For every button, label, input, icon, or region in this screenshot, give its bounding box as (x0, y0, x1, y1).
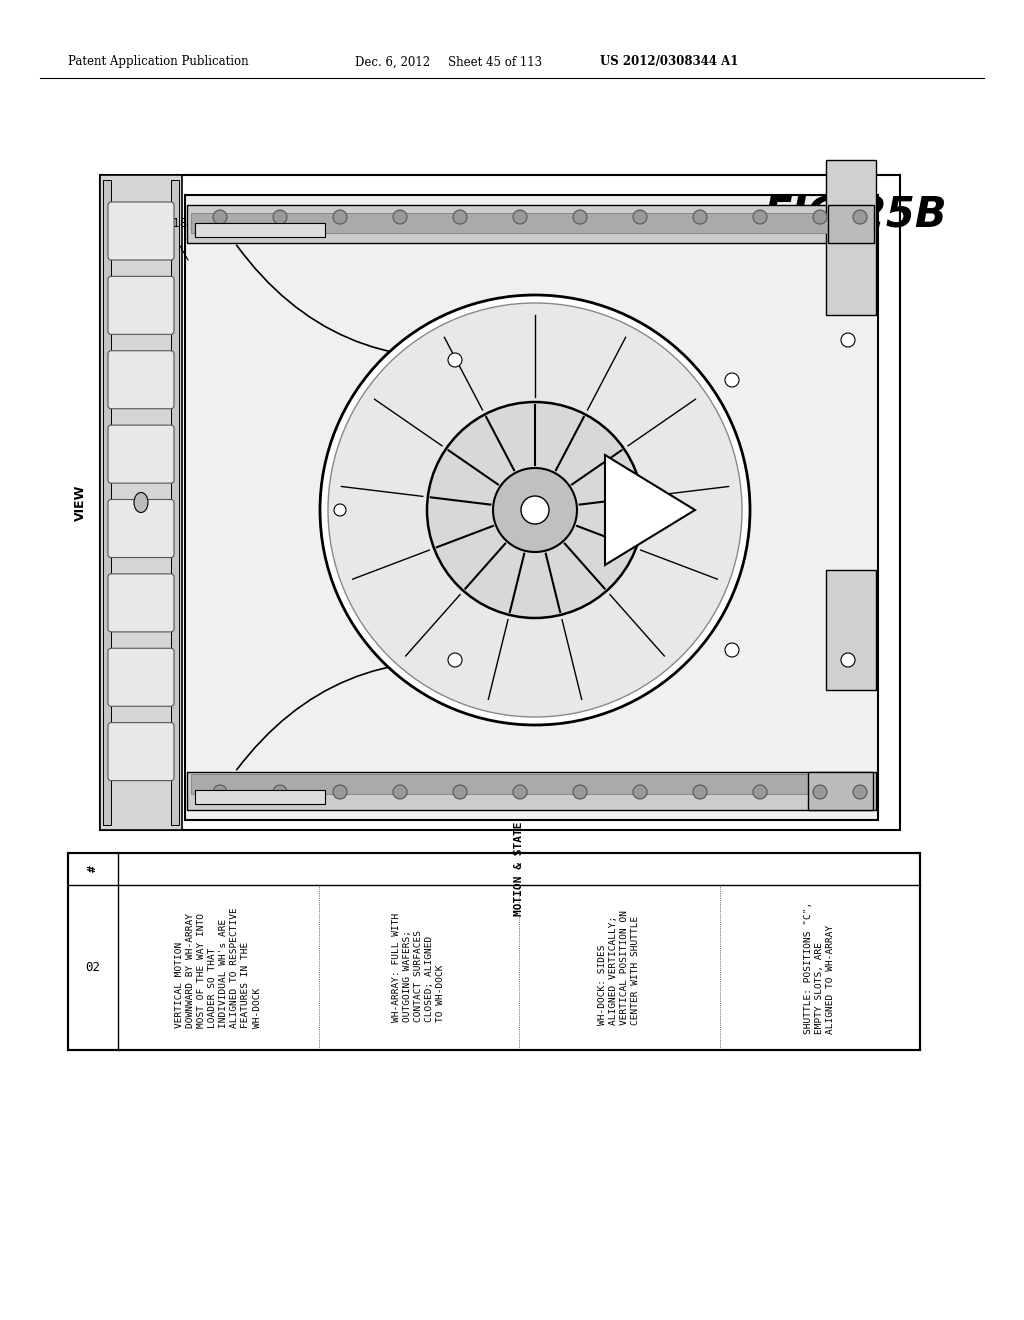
Text: Patent Application Publication: Patent Application Publication (68, 55, 249, 69)
Text: Sheet 45 of 113: Sheet 45 of 113 (449, 55, 542, 69)
Circle shape (328, 304, 742, 717)
Circle shape (453, 785, 467, 799)
Circle shape (693, 785, 707, 799)
Circle shape (449, 352, 462, 367)
Circle shape (273, 785, 287, 799)
Circle shape (449, 653, 462, 667)
FancyBboxPatch shape (108, 276, 174, 334)
Bar (100, 176, 182, 830)
Circle shape (633, 785, 647, 799)
Circle shape (213, 210, 227, 224)
Circle shape (453, 210, 467, 224)
Bar (195, 223, 325, 238)
Circle shape (753, 785, 767, 799)
Circle shape (493, 469, 577, 552)
Bar (191, 774, 872, 795)
Circle shape (333, 210, 347, 224)
Bar (191, 213, 872, 234)
Text: WH-ARRAY: FULL WITH
OUTGOING WAFERS;
CONTACT SURFACES
CLOSED; ALIGNED
TO WH-DOCK: WH-ARRAY: FULL WITH OUTGOING WAFERS; CON… (392, 913, 445, 1022)
Circle shape (753, 210, 767, 224)
Bar (826, 570, 876, 690)
Bar (68, 853, 920, 1049)
Circle shape (725, 643, 739, 657)
Circle shape (334, 504, 346, 516)
Bar (826, 160, 876, 315)
Text: VIEW: VIEW (74, 484, 86, 520)
FancyBboxPatch shape (108, 722, 174, 780)
Bar (808, 772, 873, 810)
Circle shape (393, 210, 407, 224)
Text: 808: 808 (285, 213, 307, 224)
Circle shape (853, 210, 867, 224)
FancyBboxPatch shape (108, 425, 174, 483)
Circle shape (333, 785, 347, 799)
FancyBboxPatch shape (108, 499, 174, 557)
Circle shape (427, 403, 643, 618)
FancyBboxPatch shape (108, 202, 174, 260)
Bar (187, 772, 876, 810)
Circle shape (725, 374, 739, 387)
Bar (195, 789, 325, 804)
Circle shape (693, 210, 707, 224)
FancyBboxPatch shape (108, 351, 174, 409)
Circle shape (513, 785, 527, 799)
Circle shape (573, 210, 587, 224)
Circle shape (319, 294, 750, 725)
Circle shape (573, 785, 587, 799)
Circle shape (813, 785, 827, 799)
Bar (828, 205, 874, 243)
Text: Dec. 6, 2012: Dec. 6, 2012 (355, 55, 430, 69)
Text: 818: 818 (165, 216, 187, 230)
Circle shape (521, 496, 549, 524)
Circle shape (853, 785, 867, 799)
Bar (185, 195, 878, 820)
Bar (187, 205, 876, 243)
Circle shape (841, 333, 855, 347)
FancyBboxPatch shape (108, 574, 174, 632)
FancyBboxPatch shape (108, 648, 174, 706)
Text: 02: 02 (85, 961, 100, 974)
Circle shape (393, 785, 407, 799)
Text: US 2012/0308344 A1: US 2012/0308344 A1 (600, 55, 738, 69)
Text: WH-DOCK: SIDES
ALIGNED VERTICALLY;
VERTICAL POSITION ON
CENTER WITH SHUTTLE: WH-DOCK: SIDES ALIGNED VERTICALLY; VERTI… (598, 909, 640, 1026)
Polygon shape (605, 455, 695, 565)
Circle shape (513, 210, 527, 224)
Text: FIG.25B: FIG.25B (763, 194, 947, 236)
Circle shape (813, 210, 827, 224)
Bar (103, 180, 111, 825)
Circle shape (213, 785, 227, 799)
Text: VERTICAL MOTION
DOWNWARD BY WH-ARRAY
MOST OF THE WAY INTO
LOADER SO THAT
INDIVID: VERTICAL MOTION DOWNWARD BY WH-ARRAY MOS… (175, 907, 261, 1028)
Text: MOTION & STATE: MOTION & STATE (514, 822, 524, 916)
Circle shape (633, 210, 647, 224)
Circle shape (273, 210, 287, 224)
Circle shape (841, 653, 855, 667)
Bar (100, 176, 900, 830)
Text: #: # (88, 866, 98, 873)
Ellipse shape (134, 492, 148, 512)
Bar (171, 180, 179, 825)
Text: SHUTTLE: POSITIONS "C",
EMPTY SLOTS, ARE
ALIGNED TO WH-ARRAY: SHUTTLE: POSITIONS "C", EMPTY SLOTS, ARE… (804, 902, 836, 1034)
